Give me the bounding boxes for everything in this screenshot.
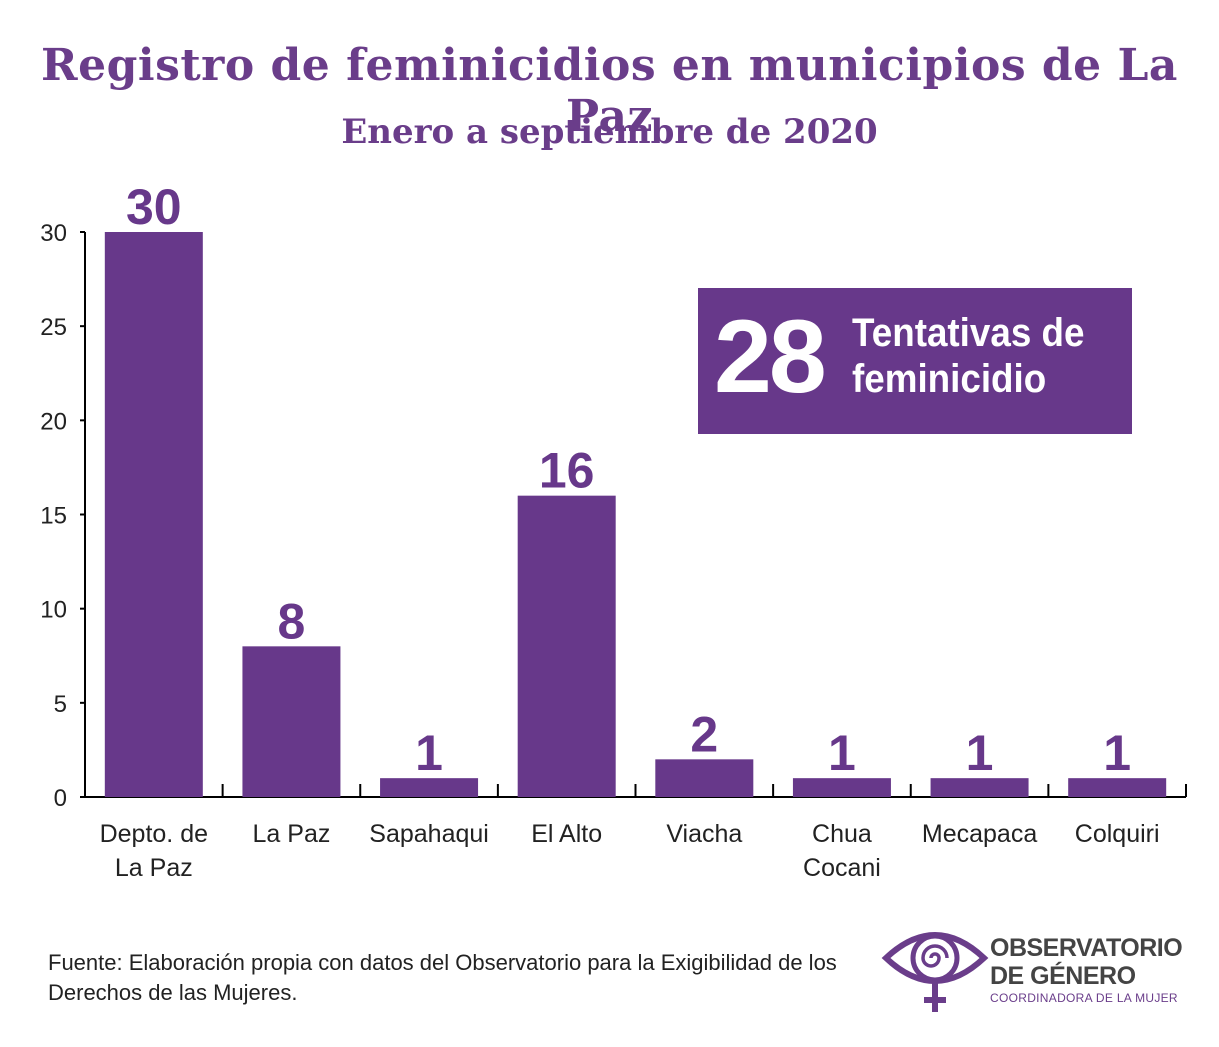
chart-subtitle: Enero a septiembre de 2020 [341, 112, 878, 152]
chart-bars [104, 232, 1167, 797]
attempts-callout: 28 Tentativas de feminicidio [698, 288, 1132, 434]
bar [517, 495, 616, 797]
y-tick-label: 0 [54, 785, 67, 812]
attempts-count: 28 [714, 299, 827, 415]
category-label: Chua Cocani [803, 820, 881, 882]
y-tick-label: 5 [54, 691, 67, 718]
bar [655, 759, 754, 797]
bar [930, 778, 1029, 797]
category-label: La Paz [253, 820, 331, 848]
y-tick-label: 30 [40, 220, 67, 247]
chart-labels: 30 Depto. de La Paz 8 La Paz 1 Sapahaqui 16 El A… [100, 179, 1160, 882]
y-tick-label: 25 [40, 314, 67, 341]
category-label: Sapahaqui [369, 820, 489, 848]
bar [1068, 778, 1167, 797]
eye-venus-icon [881, 932, 989, 1012]
logo-line-1: OBSERVATORIO [990, 934, 1183, 962]
logo-line-2: DE GÉNERO [990, 962, 1136, 990]
category-label: Depto. de La Paz [100, 820, 208, 882]
bar-value-label: 1 [1103, 725, 1131, 781]
bar-value-label: 2 [690, 706, 718, 762]
source-note: Fuente: Elaboración propia con datos del… [48, 950, 837, 1005]
bar [242, 646, 341, 797]
bar-value-label: 16 [539, 443, 595, 499]
category-label: Colquiri [1075, 820, 1160, 848]
category-label: El Alto [531, 820, 602, 848]
bar-value-label: 8 [278, 593, 306, 649]
bar-value-label: 30 [126, 179, 182, 235]
attempts-label: Tentativas de feminicidio [852, 311, 1085, 401]
logo-text: OBSERVATORIO DE GÉNERO COORDINADORA DE L… [990, 934, 1183, 1006]
bar-value-label: 1 [415, 725, 443, 781]
observatorio-logo: OBSERVATORIO DE GÉNERO COORDINADORA DE L… [880, 918, 1200, 1018]
y-tick-label: 10 [40, 597, 67, 624]
bar [104, 232, 203, 797]
bar [380, 778, 479, 797]
category-label: Viacha [666, 820, 742, 848]
bar-value-label: 1 [966, 725, 994, 781]
category-label: Mecapaca [922, 820, 1037, 848]
chart-title: Registro de feminicidios en municipios d… [41, 40, 1178, 142]
bar-value-label: 1 [828, 725, 856, 781]
bar [792, 778, 891, 797]
logo-line-3: COORDINADORA DE LA MUJER [990, 991, 1178, 1005]
y-tick-label: 15 [40, 503, 67, 530]
y-tick-label: 20 [40, 408, 67, 435]
